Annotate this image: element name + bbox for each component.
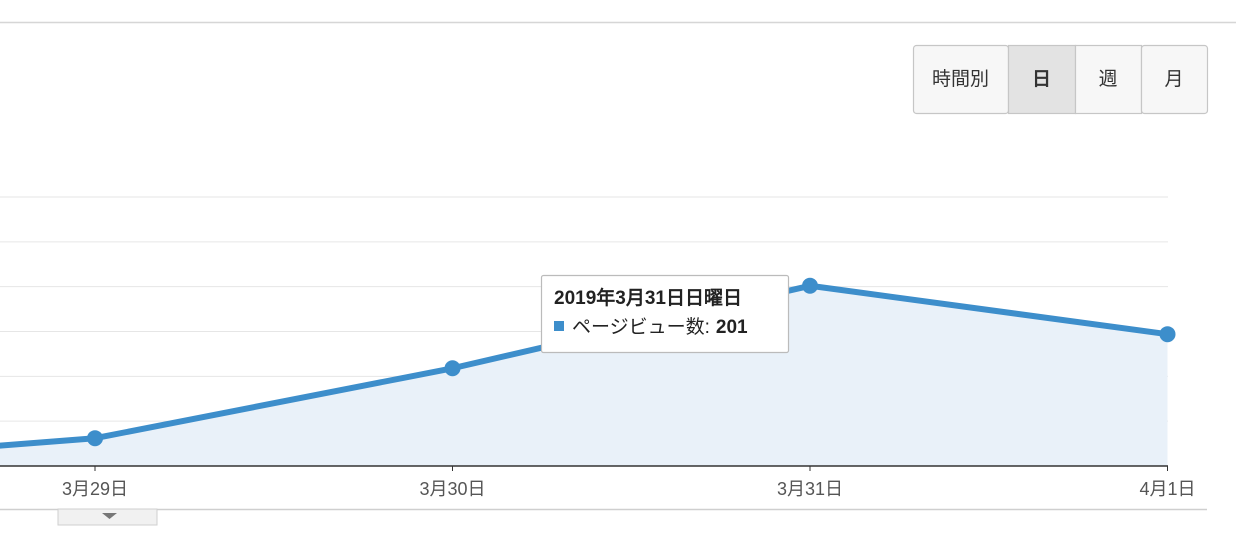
point[interactable] <box>802 277 818 294</box>
period-button-label[interactable]: 日 <box>1032 69 1051 90</box>
period-selector: 時間別 日 週 月 <box>912 44 1209 115</box>
point[interactable] <box>87 430 103 447</box>
period-button[interactable] <box>1140 44 1209 115</box>
period-button-label[interactable]: 週 <box>1098 68 1117 90</box>
period-button-label[interactable]: 時間別 <box>932 68 989 90</box>
tooltip-box <box>540 274 790 354</box>
x-tick-label: 4月1日 <box>1139 479 1195 499</box>
x-tick-label: 3月31日 <box>777 479 843 499</box>
tab-arrow[interactable] <box>102 513 117 519</box>
area <box>0 285 1168 466</box>
point[interactable] <box>1159 326 1176 343</box>
period-button[interactable] <box>1007 44 1077 115</box>
tooltip-value: 201 <box>716 317 748 338</box>
collapse-tab[interactable] <box>57 508 158 526</box>
tooltip-title: 2019年3月31日日曜日 <box>554 286 742 309</box>
x-tick-label: 3月30日 <box>419 479 485 499</box>
x-tick-label: 3月29日 <box>62 479 128 499</box>
period-button[interactable] <box>1074 44 1143 115</box>
tooltip-line: ページビュー数: 201 <box>572 316 748 338</box>
point[interactable] <box>444 360 461 377</box>
tooltip-swatch <box>554 321 564 331</box>
tooltip-label: ページビュー数: <box>572 316 710 338</box>
period-button-label[interactable]: 月 <box>1164 69 1183 90</box>
